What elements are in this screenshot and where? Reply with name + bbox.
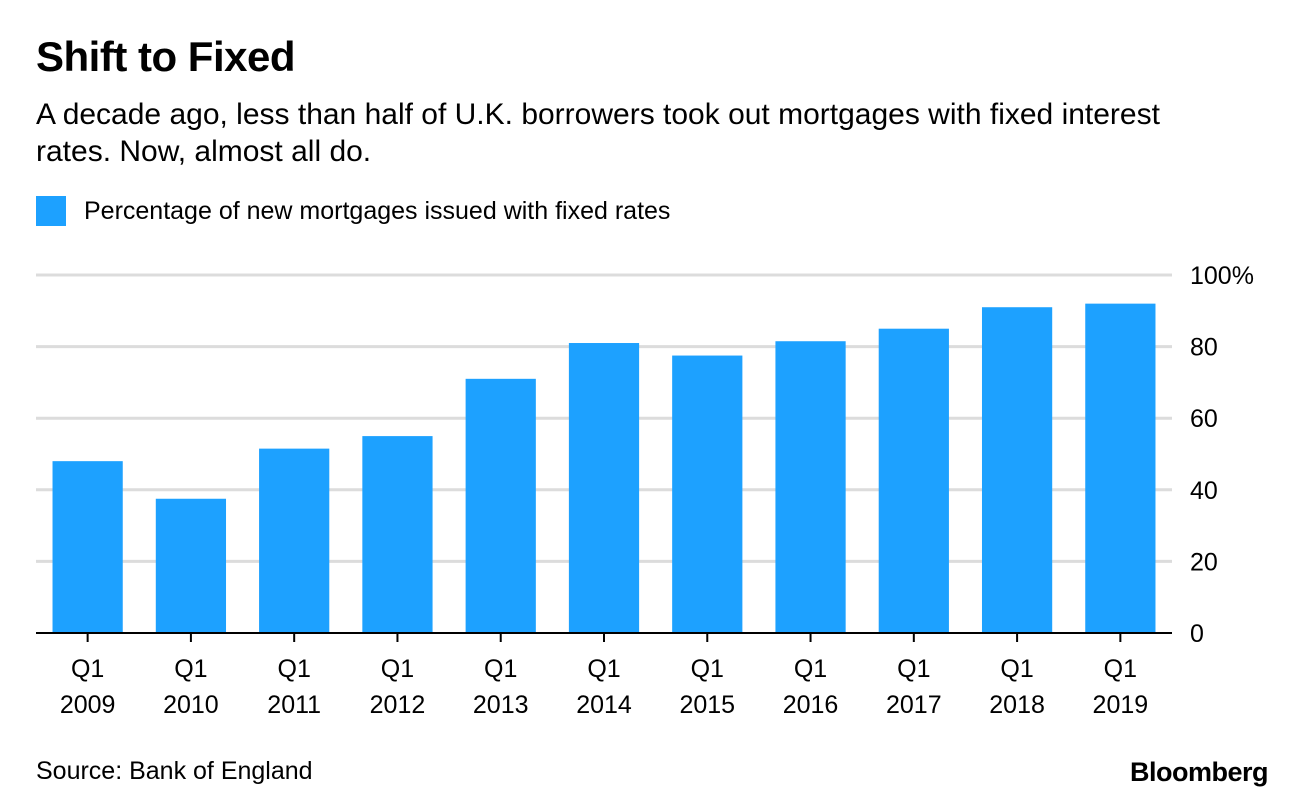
source-note: Source: Bank of England — [36, 757, 313, 785]
x-tick-label: Q1 — [794, 655, 827, 683]
legend-label: Percentage of new mortgages issued with … — [84, 196, 671, 225]
bar — [1085, 303, 1156, 633]
bar — [981, 307, 1053, 633]
x-tick-label: Q1 — [71, 655, 104, 683]
bar — [775, 341, 846, 633]
legend-swatch — [36, 196, 66, 226]
y-tick-label: 80 — [1190, 334, 1218, 362]
bar — [878, 328, 949, 633]
chart-title: Shift to Fixed — [36, 33, 296, 80]
x-tick-label: Q1 — [587, 655, 620, 683]
x-tick-label: Q1 — [278, 655, 311, 683]
x-tick-label: 2019 — [1093, 691, 1149, 719]
bar — [155, 498, 227, 633]
y-tick-label: 100% — [1190, 262, 1254, 290]
x-tick-label: Q1 — [1000, 655, 1033, 683]
x-tick-label: 2010 — [163, 691, 219, 719]
x-tick-label: 2011 — [267, 691, 321, 719]
x-tick-label: Q1 — [897, 655, 930, 683]
x-tick-label: Q1 — [484, 655, 517, 683]
x-tick-label: 2012 — [370, 691, 426, 719]
bar — [672, 355, 743, 633]
x-tick-label: Q1 — [1104, 655, 1137, 683]
bar — [52, 461, 123, 633]
legend: Percentage of new mortgages issued with … — [36, 196, 670, 226]
y-tick-label: 0 — [1190, 620, 1204, 648]
bar — [259, 448, 330, 633]
y-tick-label: 40 — [1190, 477, 1218, 505]
bar — [362, 436, 433, 633]
x-tick-label: 2009 — [60, 691, 116, 719]
x-tick-label: 2017 — [886, 691, 942, 719]
bar — [568, 343, 640, 633]
x-tick-label: Q1 — [691, 655, 724, 683]
x-tick-label: 2013 — [473, 691, 529, 719]
y-tick-label: 20 — [1190, 548, 1218, 576]
bar — [465, 378, 536, 633]
x-tick-label: Q1 — [174, 655, 207, 683]
x-tick-label: 2016 — [783, 691, 839, 719]
x-tick-label: Q1 — [381, 655, 414, 683]
chart-subtitle: A decade ago, less than half of U.K. bor… — [36, 98, 1160, 168]
x-tick-label: 2014 — [576, 691, 632, 719]
x-tick-label: 2015 — [679, 691, 735, 719]
brand-logo: Bloomberg — [1129, 757, 1269, 787]
x-tick-label: 2018 — [989, 691, 1045, 719]
y-tick-label: 60 — [1190, 405, 1218, 433]
